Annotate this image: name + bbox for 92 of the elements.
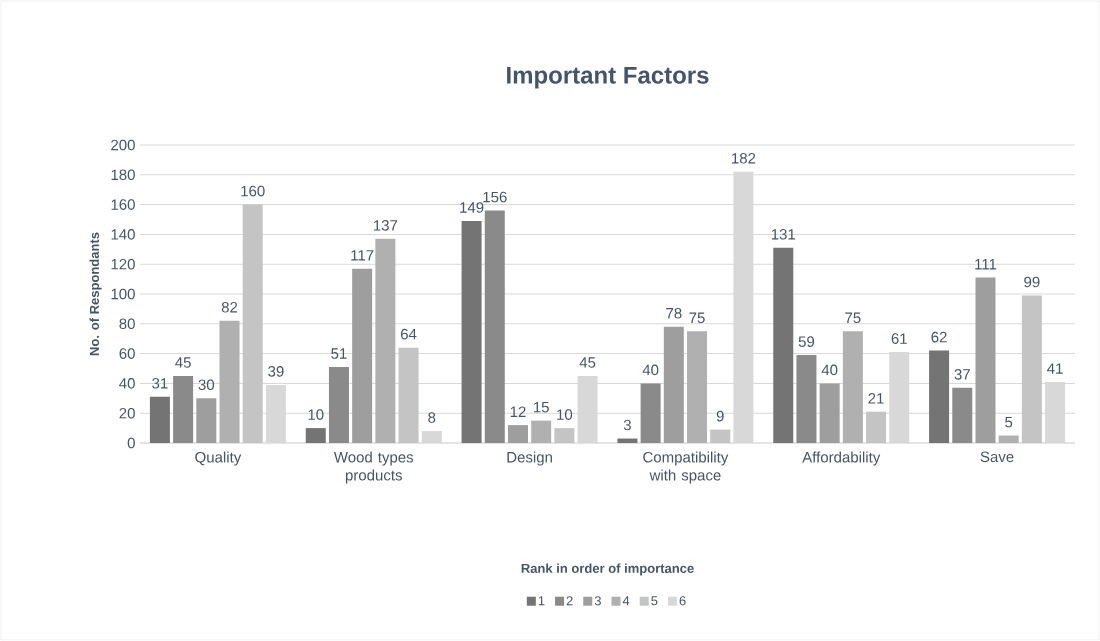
- data-label: 75: [689, 312, 705, 324]
- bar: [975, 277, 996, 443]
- y-tick-label: 160: [111, 199, 135, 210]
- data-label: 131: [771, 228, 796, 240]
- bar: [484, 210, 505, 443]
- data-label: 99: [1024, 276, 1040, 288]
- data-label: 15: [533, 401, 549, 413]
- data-label: 9: [716, 410, 724, 422]
- data-label: 61: [891, 333, 907, 344]
- data-label: 62: [931, 331, 947, 343]
- data-label: 12: [510, 406, 526, 417]
- data-label: 82: [221, 302, 238, 313]
- chart-title: Important Factors: [507, 66, 709, 89]
- bar: [640, 383, 661, 443]
- y-tick-label: 100: [111, 288, 135, 300]
- x-tick-label: Quality: [195, 451, 242, 466]
- data-label: 31: [152, 377, 168, 389]
- data-label: 75: [845, 312, 861, 324]
- legend-label: 6: [679, 596, 686, 606]
- bar: [531, 420, 552, 443]
- bar: [1021, 295, 1042, 443]
- data-label: 39: [268, 366, 284, 377]
- legend-label: 3: [594, 596, 601, 606]
- bar: [998, 435, 1019, 443]
- data-label: 30: [198, 379, 215, 391]
- bar: [842, 331, 863, 443]
- data-label: 5: [1005, 416, 1013, 428]
- x-tick-label: Wood types products: [333, 451, 414, 484]
- x-tick-label: Design: [507, 451, 552, 466]
- legend-label: 5: [651, 596, 658, 606]
- data-label: 51: [331, 348, 347, 359]
- y-tick-label: 20: [119, 407, 135, 419]
- data-label: 10: [557, 409, 573, 420]
- data-label: 156: [483, 191, 507, 203]
- data-label: 21: [868, 393, 884, 404]
- data-label: 3: [623, 419, 631, 431]
- legend-label: 2: [566, 596, 573, 606]
- bar: [219, 320, 240, 443]
- y-tick-label: 180: [111, 169, 135, 181]
- y-tick-label: 40: [119, 378, 135, 389]
- data-label: 45: [175, 357, 191, 368]
- y-tick-label: 80: [119, 318, 135, 330]
- y-tick-label: 120: [111, 258, 135, 270]
- legend-label: 4: [622, 596, 630, 606]
- data-label: 64: [400, 328, 417, 340]
- bar: [461, 220, 482, 443]
- bar: [617, 438, 638, 443]
- bar: [196, 398, 217, 443]
- y-axis-title: No. of Respondants: [89, 232, 102, 356]
- bar: [352, 268, 373, 443]
- bar: [866, 411, 887, 443]
- data-label: 8: [428, 412, 436, 423]
- x-tick-label: Compatibility with space: [643, 451, 729, 484]
- data-label: 37: [954, 369, 970, 380]
- y-tick-label: 0: [127, 437, 135, 449]
- data-label: 40: [821, 364, 838, 376]
- data-label: 40: [642, 364, 659, 376]
- bar: [305, 428, 326, 443]
- data-label: 149: [460, 202, 484, 213]
- bar: [375, 238, 396, 443]
- bar: [796, 355, 817, 443]
- y-tick-label: 60: [119, 348, 135, 359]
- bar: [710, 429, 731, 443]
- bar: [952, 387, 973, 443]
- bar: [398, 347, 419, 443]
- bar: [328, 367, 349, 443]
- y-tick-label: 140: [111, 229, 135, 240]
- bar: [554, 428, 575, 443]
- bar: [507, 425, 528, 443]
- bar: [929, 350, 950, 443]
- bar: [242, 204, 263, 443]
- bar: [819, 383, 840, 443]
- x-tick-label: Affordability: [802, 451, 881, 466]
- data-label: 10: [308, 409, 324, 420]
- legend-label: 1: [538, 596, 545, 606]
- data-label: 137: [373, 220, 398, 231]
- data-label: 41: [1047, 363, 1063, 374]
- data-label: 160: [241, 185, 265, 197]
- data-label: 78: [666, 307, 682, 319]
- data-label: 182: [732, 153, 756, 164]
- y-tick-label: 200: [111, 139, 135, 151]
- bar: [773, 247, 794, 443]
- data-label: 117: [351, 250, 374, 261]
- bar: [149, 396, 170, 443]
- bar: [687, 331, 708, 443]
- data-label: 45: [579, 357, 596, 368]
- bar: [663, 326, 684, 443]
- legend-title: Rank in order of importance: [521, 563, 694, 576]
- data-label: 111: [975, 259, 997, 270]
- x-tick-label: Save: [980, 451, 1014, 463]
- bar: [173, 375, 194, 443]
- data-label: 59: [798, 336, 815, 347]
